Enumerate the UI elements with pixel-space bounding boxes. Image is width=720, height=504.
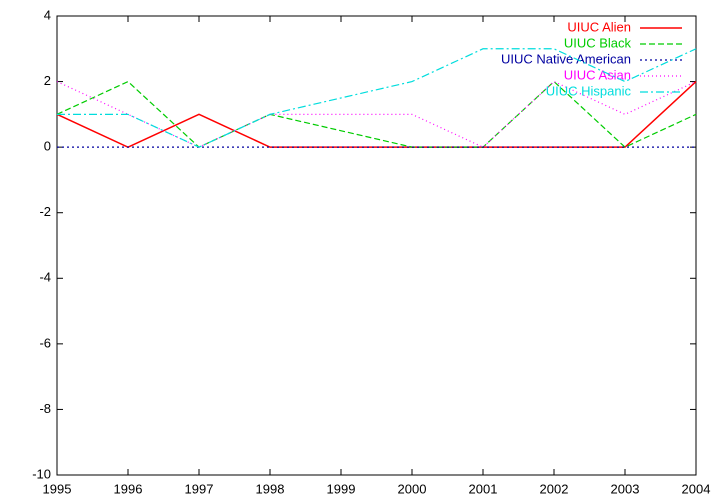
- legend-label: UIUC Native American: [501, 51, 631, 66]
- legend-label: UIUC Asian: [564, 67, 631, 82]
- x-tick-label: 2001: [469, 481, 498, 496]
- y-tick-label: -4: [39, 270, 51, 285]
- x-tick-label: 1997: [185, 481, 214, 496]
- y-tick-label: -8: [39, 401, 51, 416]
- legend-label: UIUC Black: [564, 35, 632, 50]
- x-tick-label: 1999: [327, 481, 356, 496]
- y-tick-label: 4: [44, 7, 51, 22]
- series-line: [57, 48, 697, 148]
- y-tick-label: 0: [44, 139, 51, 154]
- y-tick-label: -2: [39, 204, 51, 219]
- y-tick-label: 2: [44, 73, 51, 88]
- plot-frame: [56, 15, 697, 476]
- x-tick-label: 1996: [114, 481, 143, 496]
- x-tick-label: 2002: [540, 481, 569, 496]
- legend-label: UIUC Alien: [567, 19, 631, 34]
- y-tick-label: -6: [39, 335, 51, 350]
- x-tick-label: 1995: [43, 481, 72, 496]
- x-tick-label: 1998: [256, 481, 285, 496]
- x-tick-label: 2000: [398, 481, 427, 496]
- x-tick-label: 2004: [682, 481, 711, 496]
- x-tick-label: 2003: [611, 481, 640, 496]
- legend-label: UIUC Hispanic: [546, 83, 632, 98]
- y-tick-label: -10: [32, 466, 51, 481]
